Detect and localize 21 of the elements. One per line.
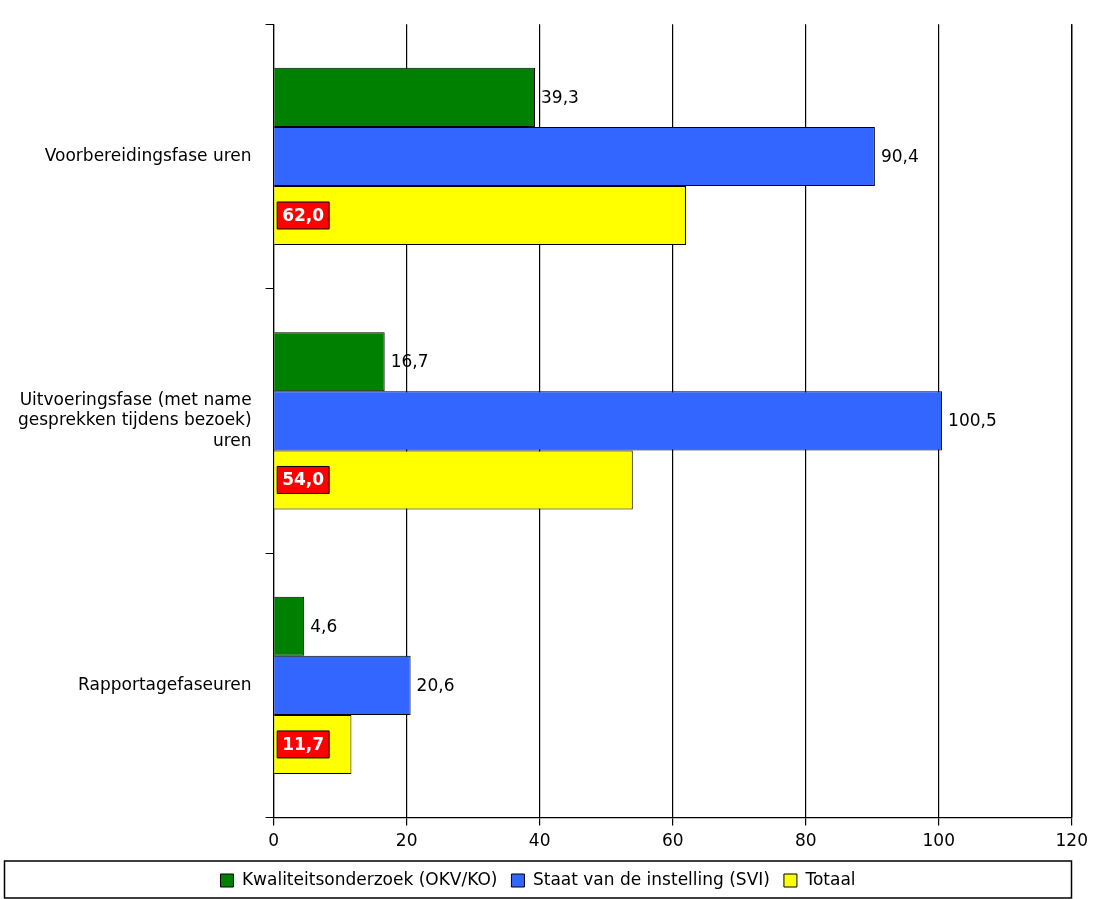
data-label: 39,3 <box>541 86 579 107</box>
data-label: 90,4 <box>880 145 919 166</box>
data-label: 54,0 <box>282 469 325 490</box>
y-tick-label: Rapportagefaseuren <box>78 673 252 694</box>
legend-label: Totaal <box>804 868 856 889</box>
data-label: 62,0 <box>282 204 325 225</box>
x-tick-label: 80 <box>794 830 817 851</box>
data-label: 4,6 <box>310 615 338 636</box>
legend-label: Staat van de instelling (SVI) <box>532 868 770 889</box>
x-tick-label: 40 <box>528 830 551 851</box>
data-label: 100,5 <box>948 410 997 431</box>
legend-label: Kwaliteitsonderzoek (OKV/KO) <box>241 868 498 889</box>
y-tick-label: Voorbereidingsfase uren <box>44 144 252 165</box>
x-tick-label: 0 <box>268 830 280 851</box>
x-tick-label: 120 <box>1055 830 1088 851</box>
x-tick-label: 60 <box>661 830 684 851</box>
y-tick-label: Uitvoeringsfase (met name gesprekken tijdens bezoek) uren <box>17 388 252 450</box>
x-tick-label: 100 <box>922 830 955 851</box>
x-tick-label: 20 <box>395 830 418 851</box>
data-label: 20,6 <box>416 674 455 695</box>
data-label: 11,7 <box>282 733 325 754</box>
